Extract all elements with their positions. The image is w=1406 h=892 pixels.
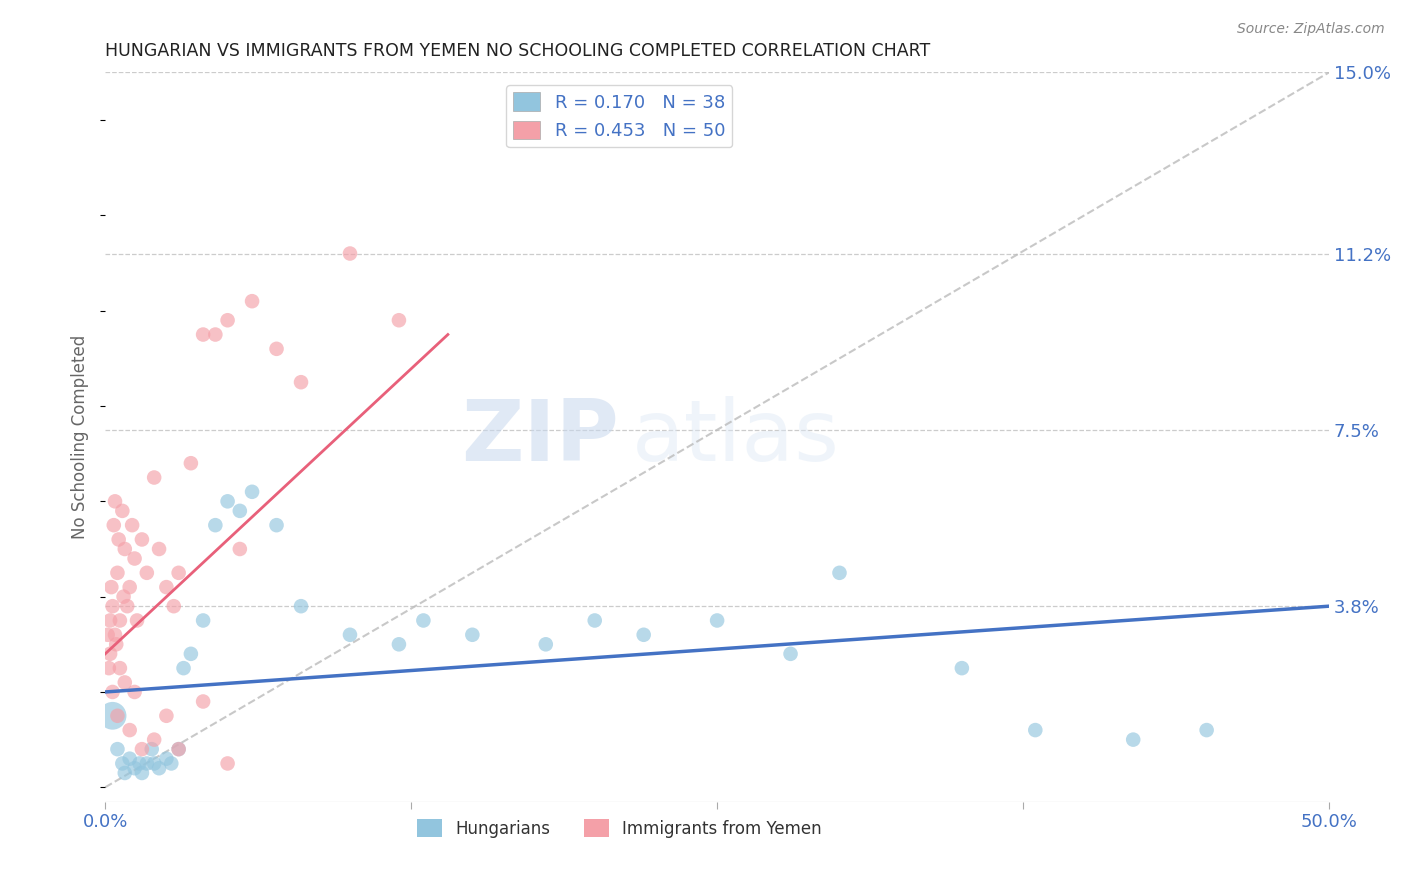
Point [124,551,146,566]
Point [950,661,973,675]
Point [191,327,214,342]
Point [266,518,288,533]
Point [101,685,124,699]
Point [388,313,411,327]
Point [124,761,146,775]
Point [266,342,288,356]
Legend: Hungarians, Immigrants from Yemen: Hungarians, Immigrants from Yemen [411,813,828,845]
Point [124,685,146,699]
Point [180,456,202,470]
Point [828,566,851,580]
Point [180,647,202,661]
Point [155,708,177,723]
Point [135,756,157,771]
Point [148,541,170,556]
Point [240,294,263,309]
Point [1122,732,1144,747]
Point [112,590,135,604]
Point [115,599,138,614]
Point [191,694,214,708]
Point [167,566,190,580]
Point [105,637,128,651]
Point [125,614,148,628]
Point [118,723,141,737]
Point [779,647,801,661]
Point [155,752,177,766]
Text: Source: ZipAtlas.com: Source: ZipAtlas.com [1237,22,1385,37]
Point [104,628,127,642]
Point [107,566,129,580]
Point [97,661,120,675]
Point [131,766,153,780]
Point [141,742,163,756]
Point [412,614,434,628]
Point [143,756,166,771]
Point [229,504,252,518]
Point [191,614,214,628]
Y-axis label: No Schooling Completed: No Schooling Completed [72,334,89,539]
Point [143,732,166,747]
Point [160,756,183,771]
Point [204,327,226,342]
Point [114,675,136,690]
Text: HUNGARIAN VS IMMIGRANTS FROM YEMEN NO SCHOOLING COMPLETED CORRELATION CHART: HUNGARIAN VS IMMIGRANTS FROM YEMEN NO SC… [105,42,931,60]
Point [217,494,239,508]
Point [107,742,129,756]
Point [240,484,263,499]
Point [163,599,186,614]
Point [135,566,157,580]
Point [101,599,124,614]
Point [118,752,141,766]
Text: atlas: atlas [631,395,839,478]
Point [633,628,655,642]
Point [107,708,129,723]
Point [101,708,124,723]
Point [339,628,361,642]
Point [100,580,122,594]
Point [148,761,170,775]
Point [339,246,361,260]
Point [97,628,120,642]
Point [143,470,166,484]
Point [111,756,134,771]
Point [229,541,252,556]
Point [98,614,121,628]
Point [534,637,557,651]
Point [98,647,121,661]
Point [103,518,125,533]
Point [114,766,136,780]
Point [173,661,195,675]
Point [217,756,239,771]
Point [290,375,312,389]
Point [1024,723,1046,737]
Point [111,504,134,518]
Point [583,614,606,628]
Point [131,533,153,547]
Point [128,756,150,771]
Point [204,518,226,533]
Point [118,580,141,594]
Point [217,313,239,327]
Point [107,533,129,547]
Text: ZIP: ZIP [461,395,619,478]
Point [167,742,190,756]
Point [167,742,190,756]
Point [108,614,131,628]
Point [155,580,177,594]
Point [121,518,143,533]
Point [290,599,312,614]
Point [388,637,411,651]
Point [114,541,136,556]
Point [104,494,127,508]
Point [706,614,728,628]
Point [461,628,484,642]
Point [131,742,153,756]
Point [1195,723,1218,737]
Point [108,661,131,675]
